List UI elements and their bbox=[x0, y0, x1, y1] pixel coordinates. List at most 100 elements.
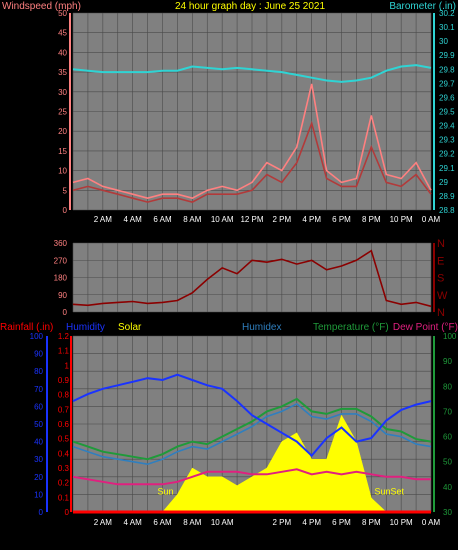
baro-ytick-label: 28.8 bbox=[439, 206, 455, 215]
chart-date-title: 24 hour graph day : June 25 2021 bbox=[175, 1, 326, 12]
rain-ytick-label: 0.4 bbox=[58, 449, 70, 458]
dewpoint-title: Dew Point (°F) bbox=[393, 322, 458, 333]
climate-xtick-label: 8 AM bbox=[183, 518, 202, 527]
rain-ytick-label: 1.2 bbox=[58, 332, 70, 341]
wind-xtick-label: 2 AM bbox=[94, 215, 113, 224]
wind-ytick-label: 50 bbox=[58, 9, 67, 18]
temperature-ytick-label: 80 bbox=[443, 382, 452, 391]
rainfall-title: Rainfall (.in) bbox=[0, 322, 53, 333]
wind-ytick-label: 45 bbox=[58, 29, 67, 38]
climate-xtick-label: 0 AM bbox=[422, 518, 441, 527]
humidity-ytick-label: 10 bbox=[34, 490, 43, 499]
temperature-ytick-label: 50 bbox=[443, 458, 452, 467]
climate-xtick-label: 6 AM bbox=[153, 518, 172, 527]
temperature-title: Temperature (°F) bbox=[313, 322, 389, 333]
wind-ytick-label: 20 bbox=[58, 127, 67, 136]
humidity-series-line bbox=[72, 373, 432, 458]
rain-ytick-label: 0.6 bbox=[58, 420, 70, 429]
wind-ytick-label: 30 bbox=[58, 88, 67, 97]
compass-label: W bbox=[437, 290, 448, 302]
temperature-ytick-label: 90 bbox=[443, 357, 452, 366]
baro-ytick-label: 30 bbox=[439, 37, 448, 46]
baro-title: Barometer (.in) bbox=[389, 1, 456, 12]
wind-title: Windspeed (mph) bbox=[2, 1, 81, 12]
rain-ytick-label: 0.3 bbox=[58, 464, 70, 473]
wind-xtick-label: 12 PM bbox=[240, 215, 263, 224]
compass-label: E bbox=[437, 255, 444, 267]
baro-ytick-label: 29.1 bbox=[439, 164, 455, 173]
wind-xtick-label: 10 AM bbox=[211, 215, 234, 224]
temperature-series-line bbox=[72, 397, 432, 461]
baro-ytick-label: 29.3 bbox=[439, 136, 455, 145]
climate-xtick-label: 8 PM bbox=[362, 518, 381, 527]
wind-gust-series-line bbox=[72, 83, 432, 200]
rain-ytick-label: 0.1 bbox=[58, 493, 70, 502]
humidity-ytick-label: 100 bbox=[30, 332, 44, 341]
humidex-series-line bbox=[72, 402, 432, 466]
baro-ytick-label: 29.4 bbox=[439, 122, 455, 131]
baro-ytick-label: 29 bbox=[439, 178, 448, 187]
temperature-ytick-label: 40 bbox=[443, 483, 452, 492]
wind-xtick-label: 0 AM bbox=[422, 215, 441, 224]
humidity-title: Humidity bbox=[66, 322, 105, 333]
wind-xtick-label: 6 AM bbox=[153, 215, 172, 224]
humidity-ytick-label: 80 bbox=[34, 367, 43, 376]
wind-xtick-label: 4 AM bbox=[124, 215, 143, 224]
compass-label: N bbox=[437, 307, 445, 319]
wind-xtick-label: 10 PM bbox=[390, 215, 413, 224]
humidity-ytick-label: 70 bbox=[34, 385, 43, 394]
rain-ytick-label: 0.9 bbox=[58, 376, 70, 385]
baro-ytick-label: 29.8 bbox=[439, 65, 455, 74]
direction-ytick-label: 270 bbox=[54, 256, 68, 265]
baro-ytick-label: 29.9 bbox=[439, 51, 455, 60]
direction-ytick-label: 0 bbox=[63, 308, 68, 317]
direction-ytick-label: 180 bbox=[54, 274, 68, 283]
wind-average-series-line bbox=[72, 120, 432, 203]
rain-ytick-label: 0.5 bbox=[58, 435, 70, 444]
wind-xtick-label: 8 PM bbox=[362, 215, 381, 224]
temperature-ytick-label: 60 bbox=[443, 433, 452, 442]
wind-ytick-label: 15 bbox=[58, 147, 67, 156]
wind-ytick-label: 0 bbox=[63, 206, 68, 215]
wind-ytick-label: 35 bbox=[58, 68, 67, 77]
direction-ytick-label: 360 bbox=[54, 239, 68, 248]
solar-title: Solar bbox=[118, 322, 142, 333]
climate-xtick-label: 10 PM bbox=[390, 518, 413, 527]
rain-ytick-label: 1.1 bbox=[58, 347, 70, 356]
wind-ytick-label: 25 bbox=[58, 108, 67, 117]
rain-ytick-label: 0.2 bbox=[58, 479, 70, 488]
baro-ytick-label: 29.6 bbox=[439, 93, 455, 102]
baro-ytick-label: 29.5 bbox=[439, 108, 455, 117]
compass-label: S bbox=[437, 273, 444, 285]
humidity-ytick-label: 40 bbox=[34, 438, 43, 447]
dewpoint-series-line bbox=[72, 468, 431, 486]
wind-xtick-label: 6 PM bbox=[332, 215, 351, 224]
humidity-ytick-label: 90 bbox=[34, 350, 43, 359]
humidity-ytick-label: 60 bbox=[34, 402, 43, 411]
humidity-ytick-label: 50 bbox=[34, 420, 43, 429]
climate-xtick-label: 6 PM bbox=[332, 518, 351, 527]
wind-ytick-label: 40 bbox=[58, 48, 67, 57]
rain-ytick-label: 0.7 bbox=[58, 405, 70, 414]
wind-direction-series-line bbox=[72, 249, 432, 308]
humidex-title: Humidex bbox=[242, 322, 281, 333]
humidity-ytick-label: 0 bbox=[39, 508, 44, 517]
baro-ytick-label: 29.2 bbox=[439, 150, 455, 159]
baro-ytick-label: 29.7 bbox=[439, 79, 455, 88]
wind-xtick-label: 8 AM bbox=[183, 215, 202, 224]
temperature-ytick-label: 30 bbox=[443, 508, 452, 517]
rain-ytick-label: 0.8 bbox=[58, 391, 70, 400]
baro-ytick-label: 30.1 bbox=[439, 23, 455, 32]
rain-ytick-label: 0 bbox=[65, 508, 70, 517]
climate-xtick-label: 10 AM bbox=[211, 518, 234, 527]
wind-ytick-label: 5 bbox=[63, 186, 68, 195]
temperature-ytick-label: 100 bbox=[443, 332, 457, 341]
climate-xtick-label: 2 AM bbox=[94, 518, 113, 527]
sunset-annotation: SunSet bbox=[374, 486, 404, 496]
climate-xtick-label: 4 AM bbox=[124, 518, 143, 527]
barometer-series-line bbox=[72, 64, 432, 83]
humidity-ytick-label: 30 bbox=[34, 455, 43, 464]
direction-ytick-label: 90 bbox=[58, 291, 67, 300]
